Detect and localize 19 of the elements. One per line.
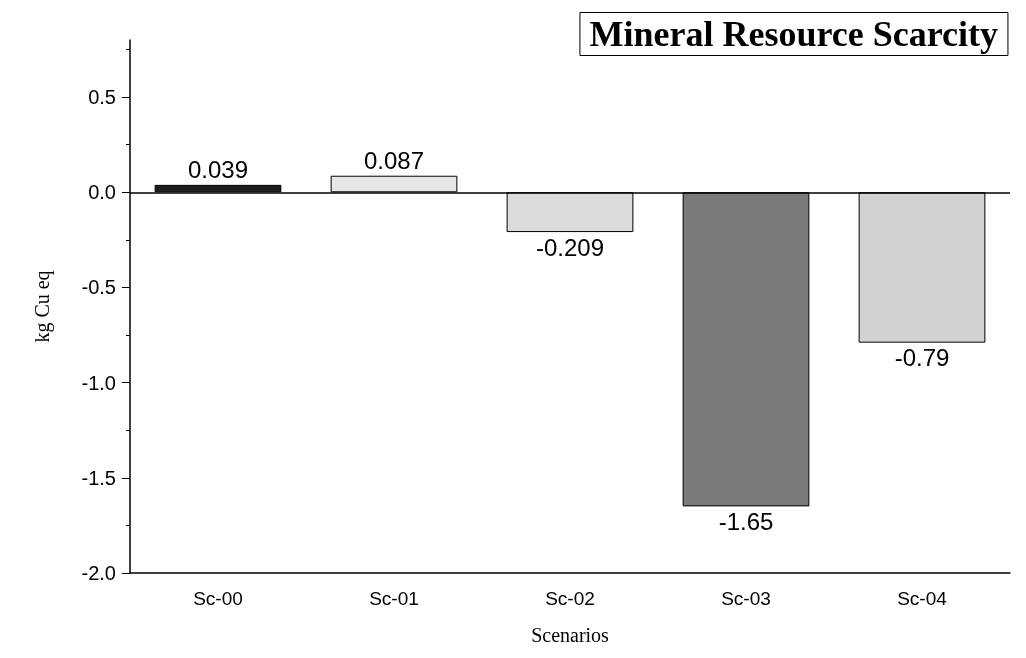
y-axis-title: kg Cu eq: [31, 270, 54, 343]
y-tick-label: -2.0: [81, 562, 116, 584]
data-label: -0.209: [535, 233, 605, 261]
x-axis-title: Scenarios: [531, 624, 610, 646]
data-label: 0.039: [187, 156, 249, 184]
data-label: -0.79: [894, 344, 950, 372]
x-tick-label: Sc-04: [897, 588, 948, 609]
x-tick-label: Sc-00: [193, 588, 243, 609]
y-tick-label: 0.5: [88, 86, 116, 109]
chart-title: Mineral Resource Scarcity: [589, 14, 999, 54]
y-tick-label: -1.5: [81, 466, 116, 489]
data-label: 0.087: [363, 147, 425, 175]
x-tick-label: Sc-01: [369, 588, 419, 609]
x-tick-label: Sc-02: [545, 588, 595, 609]
y-tick-label: -1.0: [81, 371, 116, 394]
y-tick-label: -0.5: [81, 276, 116, 299]
x-tick-label: Sc-03: [721, 588, 771, 609]
data-label: -1.65: [718, 507, 774, 535]
y-tick-label: 0.0: [88, 181, 116, 204]
